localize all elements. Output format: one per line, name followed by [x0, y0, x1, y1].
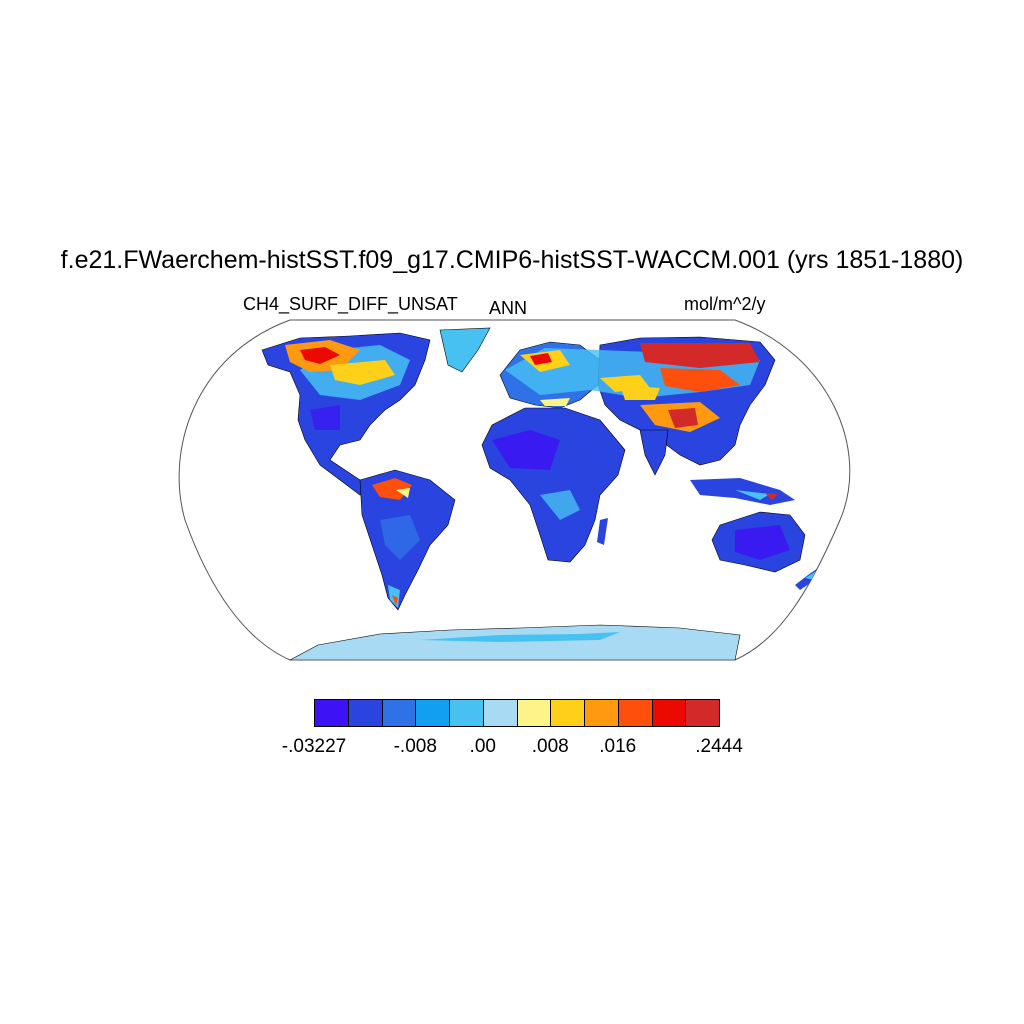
variable-label: CH4_SURF_DIFF_UNSAT [243, 294, 458, 314]
india [639, 429, 669, 476]
colorbar-tick-label: .00 [469, 736, 496, 757]
colorbar-swatch [381, 699, 417, 727]
colorbar-swatch [415, 699, 450, 727]
units-label: mol/m^2/y [684, 294, 766, 314]
colorbar-tick-label: .2444 [695, 736, 743, 757]
colorbar-swatch [584, 699, 619, 727]
madagascar [597, 518, 608, 545]
plot-title: f.e21.FWaerchem-histSST.f09_g17.CMIP6-hi… [60, 246, 964, 274]
negative-anomaly-regions [310, 405, 790, 560]
greenland [439, 327, 491, 373]
season-label: ANN [489, 298, 528, 318]
colorbar-swatch [516, 699, 552, 727]
colorbar-swatch [482, 699, 518, 727]
positive-anomaly-regions [285, 340, 818, 642]
colorbar-swatch [314, 699, 349, 727]
colorbar-swatch [449, 699, 484, 727]
colorbar-tick-label: -.03227 [281, 736, 347, 757]
colorbar-swatch [651, 699, 687, 727]
antarctica [289, 624, 741, 660]
colorbar-swatch [347, 699, 383, 727]
colorbar-swatch [617, 699, 653, 727]
colorbar-swatch [550, 699, 585, 727]
colorbar-tick-label: -.008 [393, 736, 437, 757]
colorbar-swatch [685, 699, 720, 727]
colorbar-tick-label: .008 [531, 736, 569, 757]
colorbar-tick-label: .016 [599, 736, 637, 757]
